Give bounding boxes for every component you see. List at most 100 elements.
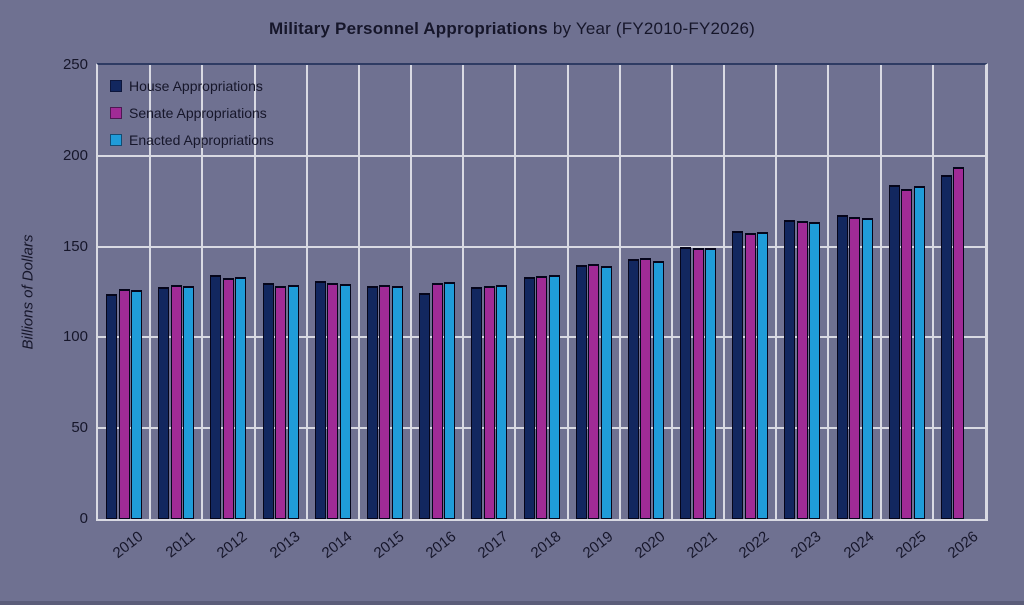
bar-enacted-2023 bbox=[809, 222, 821, 519]
bar-senate-2015 bbox=[379, 284, 391, 519]
bar-house-2017 bbox=[471, 287, 483, 519]
bar-senate-2023 bbox=[796, 221, 808, 519]
bottom-edge-strip bbox=[0, 601, 1024, 605]
bar-enacted-2010 bbox=[131, 290, 143, 519]
bar-house-2019 bbox=[575, 264, 587, 519]
gridline-vertical bbox=[201, 65, 204, 519]
legend: House Appropriations Senate Appropriatio… bbox=[110, 72, 274, 153]
x-tick-label-2023: 2023 bbox=[788, 528, 825, 562]
bar-enacted-2012 bbox=[235, 277, 247, 519]
bar-house-2018 bbox=[523, 277, 535, 519]
gridline-vertical bbox=[775, 65, 778, 519]
x-tick-label-2016: 2016 bbox=[422, 528, 460, 562]
gridline-vertical bbox=[827, 65, 830, 519]
bar-house-2021 bbox=[680, 246, 692, 519]
plot-area: House Appropriations Senate Appropriatio… bbox=[96, 63, 988, 521]
gridline-vertical bbox=[305, 65, 308, 519]
x-tick-label-2025: 2025 bbox=[892, 528, 930, 562]
bar-enacted-2025 bbox=[913, 185, 925, 519]
bar-enacted-2013 bbox=[287, 284, 299, 519]
bar-house-2022 bbox=[732, 231, 744, 519]
gridline-vertical bbox=[879, 65, 882, 519]
bar-house-2016 bbox=[419, 292, 431, 519]
x-tick-label-2024: 2024 bbox=[840, 528, 878, 562]
x-tick-label-2021: 2021 bbox=[683, 528, 721, 562]
chart-title-suffix: by Year (FY2010-FY2026) bbox=[547, 19, 755, 38]
x-tick-label-2022: 2022 bbox=[735, 528, 773, 562]
bar-senate-2024 bbox=[849, 216, 861, 519]
bar-house-2013 bbox=[262, 282, 274, 519]
gridline-vertical bbox=[149, 65, 152, 519]
legend-swatch-house bbox=[110, 79, 122, 92]
x-tick-label-2015: 2015 bbox=[370, 528, 408, 562]
y-axis-title: Billions of Dollars bbox=[19, 234, 37, 350]
bar-enacted-2011 bbox=[183, 285, 195, 519]
gridline-vertical bbox=[410, 65, 413, 519]
gridline-vertical bbox=[253, 65, 256, 519]
gridline-vertical bbox=[670, 65, 673, 519]
bar-enacted-2018 bbox=[548, 274, 560, 519]
bar-senate-2025 bbox=[901, 189, 913, 519]
gridline-horizontal bbox=[98, 154, 985, 157]
x-tick-label-2014: 2014 bbox=[318, 528, 356, 562]
x-tick-label-2019: 2019 bbox=[579, 528, 617, 562]
legend-label-house: House Appropriations bbox=[129, 77, 263, 94]
bar-senate-2020 bbox=[640, 258, 652, 519]
x-tick-label-2012: 2012 bbox=[214, 528, 251, 562]
gridline-vertical bbox=[514, 65, 517, 519]
bar-house-2011 bbox=[158, 286, 170, 519]
y-tick-label-200: 200 bbox=[62, 146, 88, 164]
bar-house-2023 bbox=[784, 220, 796, 519]
y-tick-label-150: 150 bbox=[62, 237, 88, 255]
gridline-vertical bbox=[723, 65, 726, 519]
bar-senate-2014 bbox=[327, 282, 339, 519]
bar-senate-2012 bbox=[222, 278, 234, 519]
bar-senate-2010 bbox=[118, 289, 130, 519]
gridline-vertical bbox=[462, 65, 465, 519]
legend-swatch-senate bbox=[110, 106, 122, 119]
bar-house-2025 bbox=[888, 184, 900, 519]
chart-title: Military Personnel Appropriations by Yea… bbox=[0, 19, 1024, 39]
bar-enacted-2020 bbox=[652, 261, 664, 519]
bar-enacted-2021 bbox=[705, 247, 717, 519]
legend-label-senate: Senate Appropriations bbox=[129, 104, 267, 121]
x-tick-label-2010: 2010 bbox=[109, 528, 147, 562]
chart-title-main: Military Personnel Appropriations bbox=[268, 19, 548, 38]
bar-senate-2019 bbox=[588, 263, 600, 519]
bar-enacted-2015 bbox=[391, 285, 403, 519]
bar-house-2024 bbox=[836, 214, 848, 519]
gridline-vertical bbox=[566, 65, 569, 519]
bar-house-2010 bbox=[106, 293, 118, 519]
bar-enacted-2016 bbox=[444, 282, 456, 519]
x-tick-label-2018: 2018 bbox=[527, 528, 564, 562]
legend-label-enacted: Enacted Appropriations bbox=[129, 131, 274, 148]
x-tick-label-2026: 2026 bbox=[944, 528, 982, 562]
bar-senate-2022 bbox=[744, 232, 756, 519]
gridline-horizontal bbox=[98, 245, 985, 248]
bar-senate-2026 bbox=[953, 166, 965, 519]
bar-senate-2021 bbox=[692, 247, 704, 519]
x-tick-label-2013: 2013 bbox=[266, 528, 304, 562]
gridline-vertical bbox=[618, 65, 621, 519]
gridline-vertical bbox=[931, 65, 934, 519]
y-tick-label-250: 250 bbox=[62, 56, 88, 73]
bar-enacted-2014 bbox=[339, 283, 351, 519]
legend-item-house: House Appropriations bbox=[110, 72, 274, 99]
bar-house-2020 bbox=[627, 259, 639, 519]
bar-enacted-2024 bbox=[861, 217, 873, 519]
bar-enacted-2022 bbox=[757, 232, 769, 519]
bar-senate-2016 bbox=[431, 282, 443, 519]
legend-item-senate: Senate Appropriations bbox=[110, 99, 274, 126]
y-tick-label-0: 0 bbox=[79, 510, 88, 527]
bar-enacted-2019 bbox=[600, 265, 612, 519]
bar-senate-2018 bbox=[536, 275, 547, 519]
bar-enacted-2017 bbox=[496, 284, 508, 519]
x-tick-label-2017: 2017 bbox=[475, 528, 512, 562]
bar-senate-2013 bbox=[275, 285, 287, 519]
legend-item-enacted: Enacted Appropriations bbox=[110, 126, 274, 153]
bar-house-2026 bbox=[940, 174, 952, 519]
x-tick-label-2011: 2011 bbox=[162, 528, 199, 562]
bar-house-2012 bbox=[210, 274, 222, 519]
y-tick-label-50: 50 bbox=[71, 419, 88, 437]
x-tick-label-2020: 2020 bbox=[631, 528, 669, 562]
